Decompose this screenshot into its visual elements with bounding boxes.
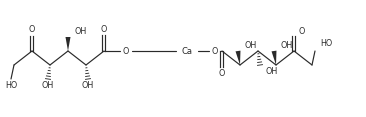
- Text: HO: HO: [320, 40, 332, 49]
- Text: O: O: [299, 26, 305, 35]
- Text: O: O: [101, 24, 107, 33]
- Polygon shape: [236, 51, 240, 65]
- Text: OH: OH: [245, 40, 257, 49]
- Text: HO: HO: [5, 82, 17, 91]
- Text: O: O: [123, 46, 129, 55]
- Text: OH: OH: [266, 68, 278, 77]
- Polygon shape: [66, 37, 71, 51]
- Text: OH: OH: [42, 82, 54, 91]
- Text: OH: OH: [82, 82, 94, 91]
- Text: O: O: [212, 46, 218, 55]
- Polygon shape: [272, 51, 276, 65]
- Text: OH: OH: [281, 40, 293, 49]
- Text: OH: OH: [75, 26, 87, 35]
- Text: O: O: [29, 24, 35, 33]
- Text: O: O: [219, 69, 225, 79]
- Text: Ca: Ca: [182, 46, 193, 55]
